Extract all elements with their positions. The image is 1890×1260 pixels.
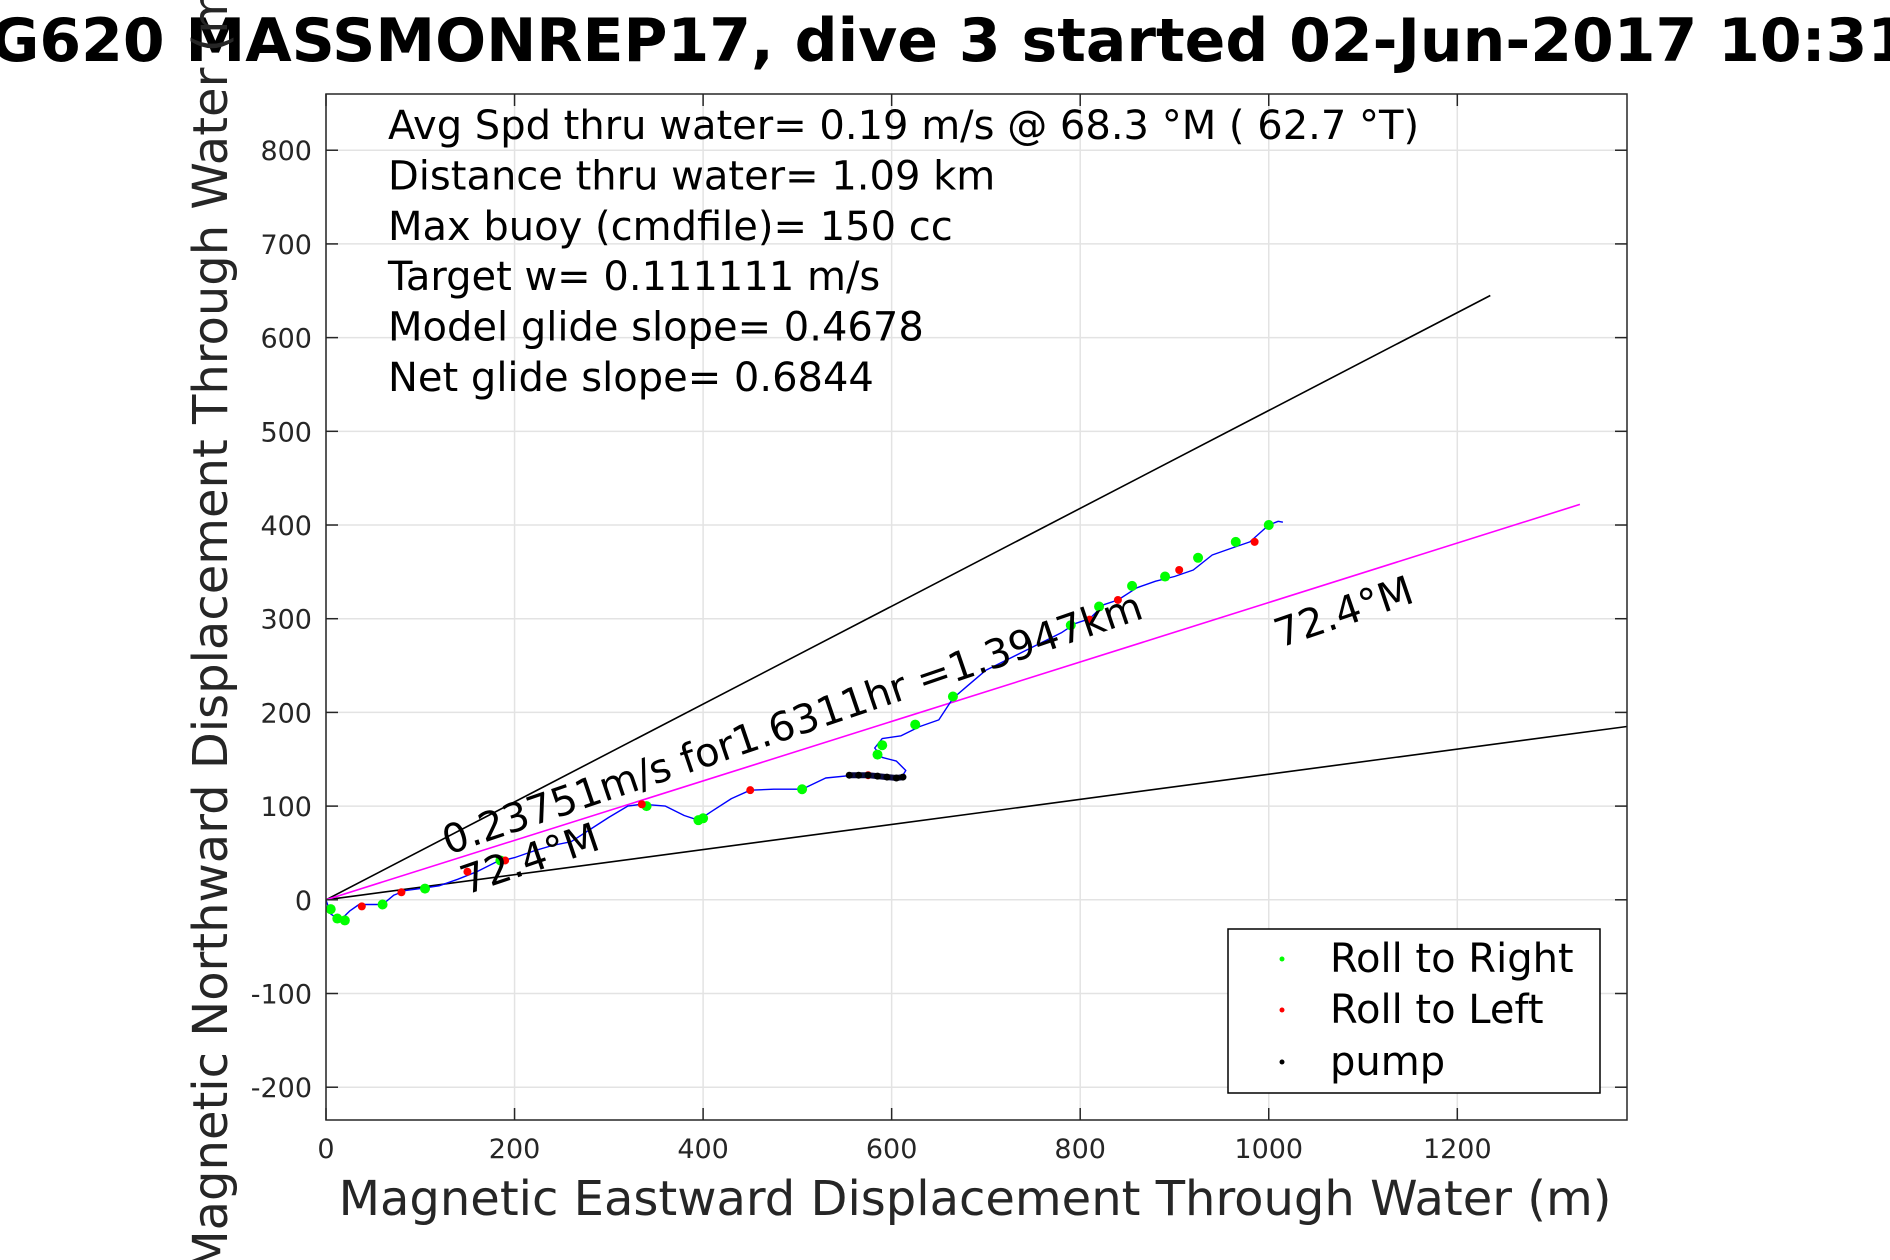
- legend-label-roll-right: Roll to Right: [1330, 936, 1574, 982]
- reference-line-heading-72.4: [325, 503, 1581, 901]
- ticks: 0 200 400 600 800 1000 1200 -200 -100 0 100 200 300 4…: [251, 94, 1627, 1165]
- info-line: Model glide slope= 0.4678: [388, 305, 924, 351]
- y-tick-label: 500: [260, 417, 312, 448]
- pump-point: [892, 774, 900, 782]
- y-tick-label: 200: [260, 698, 312, 729]
- legend: Roll to Right Roll to Left pump: [1227, 928, 1601, 1094]
- roll-left-point: [463, 867, 472, 876]
- info-line: Target w= 0.111111 m/s: [387, 254, 880, 300]
- roll-left-point: [1113, 595, 1122, 604]
- pump-point: [874, 772, 882, 780]
- reference-line-cone-lower: [325, 725, 1628, 901]
- info-line: Distance thru water= 1.09 km: [388, 153, 995, 199]
- roll-right-point: [910, 719, 921, 730]
- roll-right-point: [1094, 601, 1105, 612]
- y-tick-label: 0: [295, 886, 312, 917]
- roll-right-point: [947, 691, 958, 702]
- y-tick-label: -200: [251, 1073, 312, 1104]
- roll-left-point: [637, 800, 646, 809]
- reference-line-cone-upper: [325, 294, 1491, 901]
- plot-frame: [325, 93, 1628, 1121]
- roll-right-point: [1160, 571, 1171, 582]
- roll-left-point: [357, 902, 366, 911]
- chart-title: SG620 MASSMONREP17, dive 3 started 02-Ju…: [0, 6, 1890, 76]
- pump-point: [864, 771, 872, 779]
- x-tick-label: 200: [489, 1134, 541, 1165]
- roll-right-point: [1193, 552, 1204, 563]
- roll-right-point: [332, 913, 343, 924]
- pump-point: [855, 771, 863, 779]
- y-axis-label: Magnetic Northward Displacement Through …: [183, 0, 239, 1260]
- roll-right-point: [339, 915, 350, 926]
- x-tick-label: 0: [317, 1134, 334, 1165]
- x-tick-label: 600: [866, 1134, 918, 1165]
- legend-marker-roll-right: [1279, 956, 1285, 962]
- pump-point: [845, 771, 853, 779]
- info-line: Net glide slope= 0.6844: [388, 355, 874, 401]
- roll-left-point: [1175, 565, 1184, 574]
- y-tick-label: 800: [260, 136, 312, 167]
- legend-label-pump: pump: [1330, 1039, 1445, 1085]
- info-line: Max buoy (cmdfile)= 150 cc: [388, 204, 953, 250]
- info-text-block: Avg Spd thru water= 0.19 m/s @ 68.3 °M (…: [387, 103, 1419, 401]
- roll-left-point: [501, 856, 510, 865]
- x-tick-label: 1200: [1423, 1134, 1492, 1165]
- legend-marker-roll-left: [1279, 1007, 1285, 1013]
- legend-marker-pump: [1279, 1059, 1285, 1065]
- legend-box: [1227, 928, 1601, 1094]
- roll-right-point: [325, 904, 336, 915]
- x-axis-label: Magnetic Eastward Displacement Through W…: [339, 1171, 1612, 1227]
- roll-left-point: [1085, 615, 1094, 624]
- x-tick-label: 1000: [1234, 1134, 1303, 1165]
- roll-right-point: [377, 899, 388, 910]
- roll-right-point: [1065, 620, 1076, 631]
- x-tick-label: 400: [677, 1134, 729, 1165]
- y-tick-label: 300: [260, 605, 312, 636]
- roll-right-point: [419, 883, 430, 894]
- series-layer: [325, 294, 1628, 926]
- y-tick-label: 100: [260, 792, 312, 823]
- info-line: Avg Spd thru water= 0.19 m/s @ 68.3 °M (…: [388, 103, 1419, 149]
- pump-point: [899, 773, 907, 781]
- y-tick-label: 400: [260, 511, 312, 542]
- roll-right-point: [1230, 536, 1241, 547]
- roll-right-point: [872, 749, 883, 760]
- roll-left-point: [1250, 537, 1259, 546]
- roll-left-point: [397, 888, 406, 897]
- x-tick-label: 800: [1054, 1134, 1106, 1165]
- roll-right-point: [1127, 580, 1138, 591]
- roll-right-point: [1263, 520, 1274, 531]
- y-tick-label: 700: [260, 230, 312, 261]
- y-tick-label: -100: [251, 980, 312, 1011]
- roll-right-point: [698, 813, 709, 824]
- roll-right-point: [877, 740, 888, 751]
- pump-point: [883, 773, 891, 781]
- roll-left-point: [746, 786, 755, 795]
- legend-label-roll-left: Roll to Left: [1330, 987, 1544, 1033]
- roll-right-point: [797, 784, 808, 795]
- y-tick-label: 600: [260, 324, 312, 355]
